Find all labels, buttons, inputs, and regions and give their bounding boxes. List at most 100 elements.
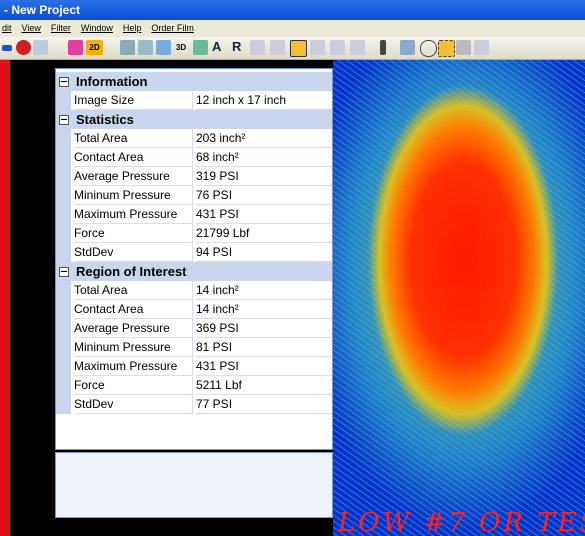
toolbar-button[interactable]: A bbox=[212, 39, 221, 54]
property-value: 12 inch x 17 inch bbox=[196, 91, 332, 110]
row-gutter bbox=[56, 243, 71, 262]
property-value: 77 PSI bbox=[196, 395, 332, 414]
icon[interactable] bbox=[438, 40, 455, 57]
collapse-toggle[interactable] bbox=[59, 267, 69, 277]
menu-item[interactable]: Window bbox=[81, 20, 113, 37]
icon[interactable] bbox=[250, 40, 265, 55]
icon[interactable] bbox=[330, 40, 345, 55]
menu-item[interactable]: dit bbox=[2, 20, 12, 37]
property-name: StdDev bbox=[74, 395, 193, 414]
row-gutter bbox=[56, 319, 71, 338]
section-header[interactable]: Region of Interest bbox=[56, 262, 332, 281]
section-header[interactable]: Statistics bbox=[56, 110, 332, 129]
icon[interactable] bbox=[474, 40, 489, 55]
property-value: 319 PSI bbox=[196, 167, 332, 186]
row-gutter bbox=[56, 148, 71, 167]
section-title: Statistics bbox=[76, 110, 134, 129]
row-gutter bbox=[56, 167, 71, 186]
property-value: 369 PSI bbox=[196, 319, 332, 338]
section-title: Information bbox=[76, 72, 148, 91]
toolbar-button[interactable]: 2D bbox=[86, 40, 103, 55]
pressure-map bbox=[333, 60, 585, 536]
menu-item[interactable]: Help bbox=[123, 20, 142, 37]
menu-item[interactable]: Filter bbox=[51, 20, 71, 37]
property-value: 68 inch² bbox=[196, 148, 332, 167]
toolbar-button[interactable]: 3D bbox=[172, 40, 190, 55]
window-title: - New Project bbox=[4, 3, 80, 17]
property-name: Mininum Pressure bbox=[74, 338, 193, 357]
section-title: Region of Interest bbox=[76, 262, 187, 281]
section-header[interactable]: Information bbox=[56, 72, 332, 91]
icon[interactable] bbox=[16, 40, 31, 55]
property-value: 14 inch² bbox=[196, 300, 332, 319]
icon[interactable] bbox=[120, 40, 135, 55]
icon[interactable] bbox=[310, 40, 325, 55]
collapse-toggle[interactable] bbox=[59, 77, 69, 87]
toolbar-button[interactable]: R bbox=[232, 39, 241, 54]
icon[interactable] bbox=[380, 40, 386, 55]
property-name: Contact Area bbox=[74, 300, 193, 319]
row-gutter bbox=[56, 91, 71, 110]
property-name: Total Area bbox=[74, 281, 193, 300]
description-pane bbox=[55, 452, 333, 518]
icon[interactable] bbox=[156, 40, 171, 55]
icon[interactable] bbox=[456, 40, 471, 55]
property-name: Average Pressure bbox=[74, 167, 193, 186]
icon[interactable] bbox=[33, 40, 48, 55]
row-gutter bbox=[56, 357, 71, 376]
property-value: 94 PSI bbox=[196, 243, 332, 262]
property-value: 431 PSI bbox=[196, 205, 332, 224]
row-gutter bbox=[56, 205, 71, 224]
icon[interactable] bbox=[290, 40, 307, 57]
row-gutter bbox=[56, 224, 71, 243]
icon[interactable] bbox=[2, 45, 12, 51]
property-name: StdDev bbox=[74, 243, 193, 262]
collapse-toggle[interactable] bbox=[59, 115, 69, 125]
icon[interactable] bbox=[138, 40, 153, 55]
row-gutter bbox=[56, 186, 71, 205]
icon[interactable] bbox=[420, 40, 437, 57]
property-name: Force bbox=[74, 376, 193, 395]
icon[interactable] bbox=[193, 40, 208, 55]
icon[interactable] bbox=[270, 40, 285, 55]
icon[interactable] bbox=[400, 40, 415, 55]
property-value: 14 inch² bbox=[196, 281, 332, 300]
property-value: 76 PSI bbox=[196, 186, 332, 205]
toolbar: 2D 3D A R bbox=[0, 37, 585, 60]
row-gutter bbox=[56, 395, 71, 414]
property-name: Maximum Pressure bbox=[74, 205, 193, 224]
property-name: Maximum Pressure bbox=[74, 357, 193, 376]
property-name: Total Area bbox=[74, 129, 193, 148]
property-name: Average Pressure bbox=[74, 319, 193, 338]
property-value: 5211 Lbf bbox=[196, 376, 332, 395]
film-annotation: LOW #7 OR TEST 2 bbox=[338, 508, 585, 536]
icon[interactable] bbox=[68, 40, 83, 55]
row-gutter bbox=[56, 281, 71, 300]
menu-bar: dit View Filter Window Help Order Film bbox=[0, 20, 585, 37]
property-name: Image Size bbox=[74, 91, 193, 110]
property-name: Contact Area bbox=[74, 148, 193, 167]
property-value: 203 inch² bbox=[196, 129, 332, 148]
property-name: Mininum Pressure bbox=[74, 186, 193, 205]
app-window: - New Project dit View Filter Window Help Ord… bbox=[0, 0, 585, 536]
menu-item[interactable]: View bbox=[22, 20, 41, 37]
property-value: 431 PSI bbox=[196, 357, 332, 376]
icon[interactable] bbox=[350, 40, 365, 55]
row-gutter bbox=[56, 338, 71, 357]
menu-item[interactable]: Order Film bbox=[151, 20, 194, 37]
